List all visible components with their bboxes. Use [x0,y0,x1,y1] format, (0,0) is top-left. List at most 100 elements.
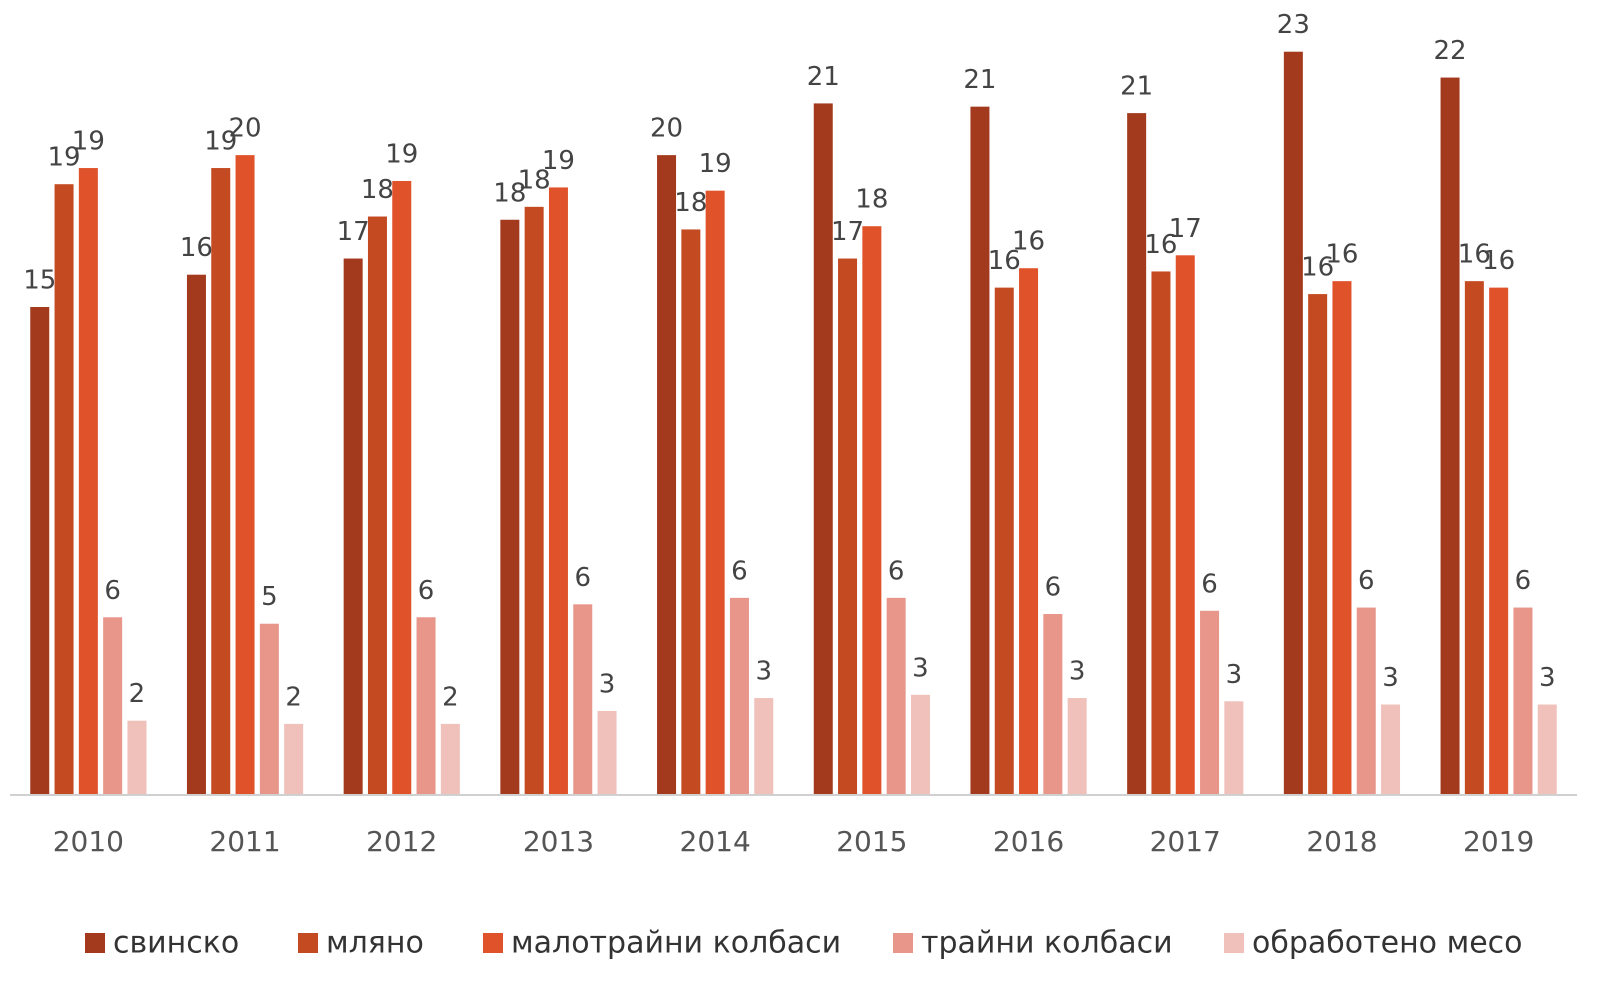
legend-label: малотрайни колбаси [511,926,841,961]
bar [1537,704,1557,795]
x-tick-label: 2014 [680,825,751,858]
bar [1224,701,1244,795]
bar [343,258,363,795]
x-tick-label: 2010 [53,825,124,858]
data-label: 15 [23,266,56,296]
x-tick-label: 2018 [1306,825,1377,858]
data-label: 17 [337,217,370,247]
bar [30,307,50,795]
data-label: 3 [1539,663,1556,693]
bar [1356,607,1376,795]
legend-label: обработено месо [1252,926,1523,961]
bar [1151,271,1171,796]
data-label: 16 [988,246,1021,276]
legend-swatch [893,933,913,953]
bar [1043,614,1063,795]
legend-label: мляно [326,926,424,961]
bar [548,187,568,795]
data-label: 6 [1515,566,1532,596]
bar [657,155,677,795]
bar [681,229,701,795]
data-label: 6 [104,576,121,606]
data-label: 19 [72,127,105,157]
data-label: 19 [48,143,81,173]
bar [1464,281,1484,795]
bar [1175,255,1195,795]
bar [597,710,617,795]
data-label: 3 [1226,660,1243,690]
bar [54,184,74,795]
bar [754,698,774,795]
data-label: 6 [574,563,591,593]
data-label: 6 [1358,566,1375,596]
data-label: 16 [180,233,213,263]
data-label: 19 [699,149,732,179]
data-label: 21 [1120,72,1153,102]
bar [1067,698,1087,795]
bar [127,720,147,795]
bar [729,597,749,795]
bar [186,274,206,795]
bar [910,694,930,795]
bar [284,723,304,795]
bar [1308,294,1328,795]
data-label: 23 [1277,10,1310,40]
legend-label: трайни колбаси [921,926,1173,961]
data-label: 18 [855,185,888,215]
bar [103,617,123,795]
data-label: 18 [518,165,551,195]
data-label: 16 [1301,253,1334,283]
legend-swatch [85,933,105,953]
x-tick-label: 2011 [209,825,280,858]
data-label: 17 [1169,214,1202,244]
data-label: 2 [442,682,459,712]
bar [440,723,460,795]
bar [1019,268,1039,796]
bar [994,287,1014,795]
data-label: 19 [204,127,237,157]
bar [970,106,990,795]
legend-swatch [483,933,503,953]
data-label: 18 [361,175,394,205]
data-label: 20 [650,114,683,144]
data-label: 21 [807,62,840,92]
bar [211,168,231,796]
data-label: 6 [1045,573,1062,603]
legend-label: свинско [113,926,239,961]
data-label: 3 [755,657,772,687]
bar [259,623,279,795]
bar [235,155,255,795]
bar [813,103,833,796]
data-label: 6 [418,576,435,606]
data-label: 18 [493,178,526,208]
x-tick-label: 2012 [366,825,437,858]
bar [838,258,858,795]
bar [1200,610,1220,795]
data-label: 5 [261,582,278,612]
bar [392,180,412,796]
bar [1381,704,1401,795]
data-label: 22 [1434,36,1467,66]
bar [416,617,436,795]
data-label: 20 [229,114,262,144]
data-label: 16 [1144,230,1177,260]
bar [1127,113,1147,796]
x-tick-label: 2016 [993,825,1064,858]
data-label: 16 [1012,227,1045,257]
data-label: 19 [542,146,575,176]
data-label: 19 [385,139,418,169]
bar [1489,287,1509,795]
data-label: 18 [674,188,707,218]
x-tick-label: 2017 [1150,825,1221,858]
bar [1332,281,1352,795]
bar [573,604,593,795]
bar [705,190,725,796]
data-label: 21 [963,65,996,95]
x-tick-label: 2015 [836,825,907,858]
data-label: 16 [1458,240,1491,270]
bar [1283,51,1303,795]
data-label: 16 [1482,246,1515,276]
data-label: 3 [1382,663,1399,693]
data-label: 3 [912,653,929,683]
